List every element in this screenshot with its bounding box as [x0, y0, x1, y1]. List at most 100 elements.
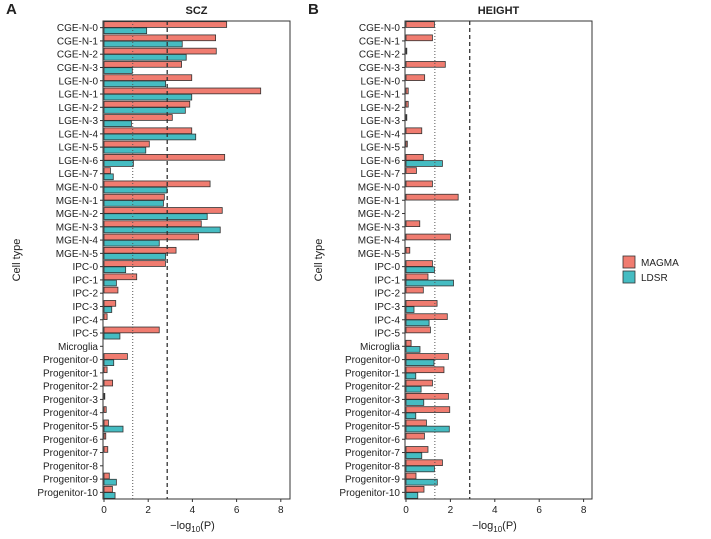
category-label: LGE-N-4	[361, 129, 401, 140]
y-axis-label: Cell type	[313, 239, 325, 282]
category-label: MGE-N-5	[358, 249, 401, 260]
category-label: Progenitor-1	[43, 368, 98, 379]
bar-magma	[103, 74, 193, 81]
category-label: Progenitor-8	[345, 461, 400, 472]
bar-magma	[103, 100, 191, 108]
legend-swatch-ldsr	[622, 270, 636, 284]
legend-swatch-magma	[622, 255, 636, 269]
category-label: IPC-4	[374, 315, 400, 326]
x-tick-label: 4	[190, 505, 196, 516]
bar-magma	[405, 419, 427, 427]
bar-ldsr	[405, 359, 435, 366]
category-label: LGE-N-0	[361, 76, 401, 87]
category-label: MGE-N-0	[358, 182, 401, 193]
bar-magma	[405, 74, 426, 81]
category-label: Progenitor-5	[345, 421, 400, 432]
bar-magma	[103, 485, 113, 493]
category-label: LGE-N-7	[361, 169, 401, 180]
category-label: LGE-N-1	[361, 90, 401, 101]
category-label: CGE-N-2	[57, 50, 99, 61]
bar-magma	[405, 61, 446, 68]
category-label: CGE-N-0	[57, 23, 99, 34]
bar-ldsr	[103, 146, 147, 154]
bar-magma	[103, 140, 150, 148]
bar-ldsr	[103, 173, 114, 181]
panel-label: A	[6, 1, 17, 18]
legend: MAGMA LDSR	[622, 255, 679, 284]
bar-ldsr	[103, 306, 113, 313]
category-label: Progenitor-4	[345, 408, 400, 419]
bar-ldsr	[103, 253, 167, 260]
bar-magma	[103, 21, 228, 28]
x-axis-label: −log10(P)	[472, 520, 517, 534]
bar-magma	[405, 446, 429, 453]
bar-ldsr	[103, 478, 117, 486]
bar-magma	[405, 432, 425, 440]
bar-magma	[103, 313, 108, 320]
bar-magma	[405, 87, 409, 95]
category-label: IPC-5	[72, 329, 98, 340]
category-label: Progenitor-6	[43, 435, 98, 446]
category-label: MGE-N-1	[358, 196, 401, 207]
category-label: LGE-N-2	[361, 103, 401, 114]
x-axis-label-subscript: 10	[191, 525, 200, 534]
x-axis-label-prefix: −log	[472, 520, 493, 532]
panel-label: B	[308, 1, 319, 18]
x-tick-label: 4	[492, 505, 498, 516]
category-label: Progenitor-0	[345, 355, 400, 366]
category-label: Progenitor-10	[339, 488, 400, 499]
bar-magma	[405, 167, 417, 174]
bar-magma	[405, 127, 423, 135]
category-label: MGE-N-1	[56, 196, 99, 207]
bar-magma	[405, 246, 411, 254]
x-axis-label-suffix: (P)	[200, 520, 215, 532]
category-label: LGE-N-0	[59, 76, 99, 87]
bar-ldsr	[103, 200, 164, 207]
category-label: LGE-N-5	[59, 143, 99, 154]
bar-magma	[103, 61, 182, 68]
bar-ldsr	[103, 53, 187, 61]
category-label: Progenitor-5	[43, 421, 98, 432]
bar-magma	[103, 273, 138, 281]
bar-ldsr	[103, 359, 115, 366]
bar-magma	[103, 114, 173, 121]
panel-title: HEIGHT	[478, 5, 520, 17]
bar-ldsr	[103, 213, 208, 220]
bar-ldsr	[405, 266, 435, 274]
category-label: Progenitor-2	[43, 382, 98, 393]
category-label: IPC-4	[72, 315, 98, 326]
bar-ldsr	[405, 306, 415, 313]
legend-label: LDSR	[641, 273, 668, 284]
bar-ldsr	[405, 346, 421, 353]
category-label: MGE-N-3	[56, 222, 99, 233]
bar-magma	[405, 459, 443, 467]
category-label: CGE-N-3	[57, 63, 99, 74]
x-axis-label: −log10(P)	[170, 520, 215, 534]
bar-magma	[405, 339, 412, 347]
category-label: IPC-0	[374, 262, 400, 273]
category-label: LGE-N-5	[361, 143, 401, 154]
panel-title: SCZ	[186, 5, 208, 17]
bar-ldsr	[405, 385, 422, 393]
category-label: Progenitor-4	[43, 408, 98, 419]
bar-magma	[405, 193, 459, 201]
bar-magma	[405, 273, 429, 281]
category-label: Progenitor-1	[345, 368, 400, 379]
category-label: MGE-N-4	[56, 236, 99, 247]
bar-magma	[103, 353, 128, 360]
bar-magma	[103, 167, 111, 174]
bar-magma	[103, 127, 193, 135]
bar-ldsr	[103, 40, 183, 48]
category-label: Progenitor-6	[345, 435, 400, 446]
bar-ldsr	[405, 279, 454, 287]
category-label: LGE-N-4	[59, 129, 99, 140]
bar-ldsr	[103, 492, 116, 499]
category-label: MGE-N-2	[56, 209, 99, 220]
bar-magma	[103, 379, 114, 387]
category-label: Progenitor-7	[345, 448, 400, 459]
x-tick-label: 6	[536, 505, 542, 516]
bar-magma	[103, 286, 119, 294]
category-label: Microglia	[58, 342, 98, 353]
category-label: Progenitor-9	[345, 475, 400, 486]
category-label: Progenitor-2	[345, 382, 400, 393]
